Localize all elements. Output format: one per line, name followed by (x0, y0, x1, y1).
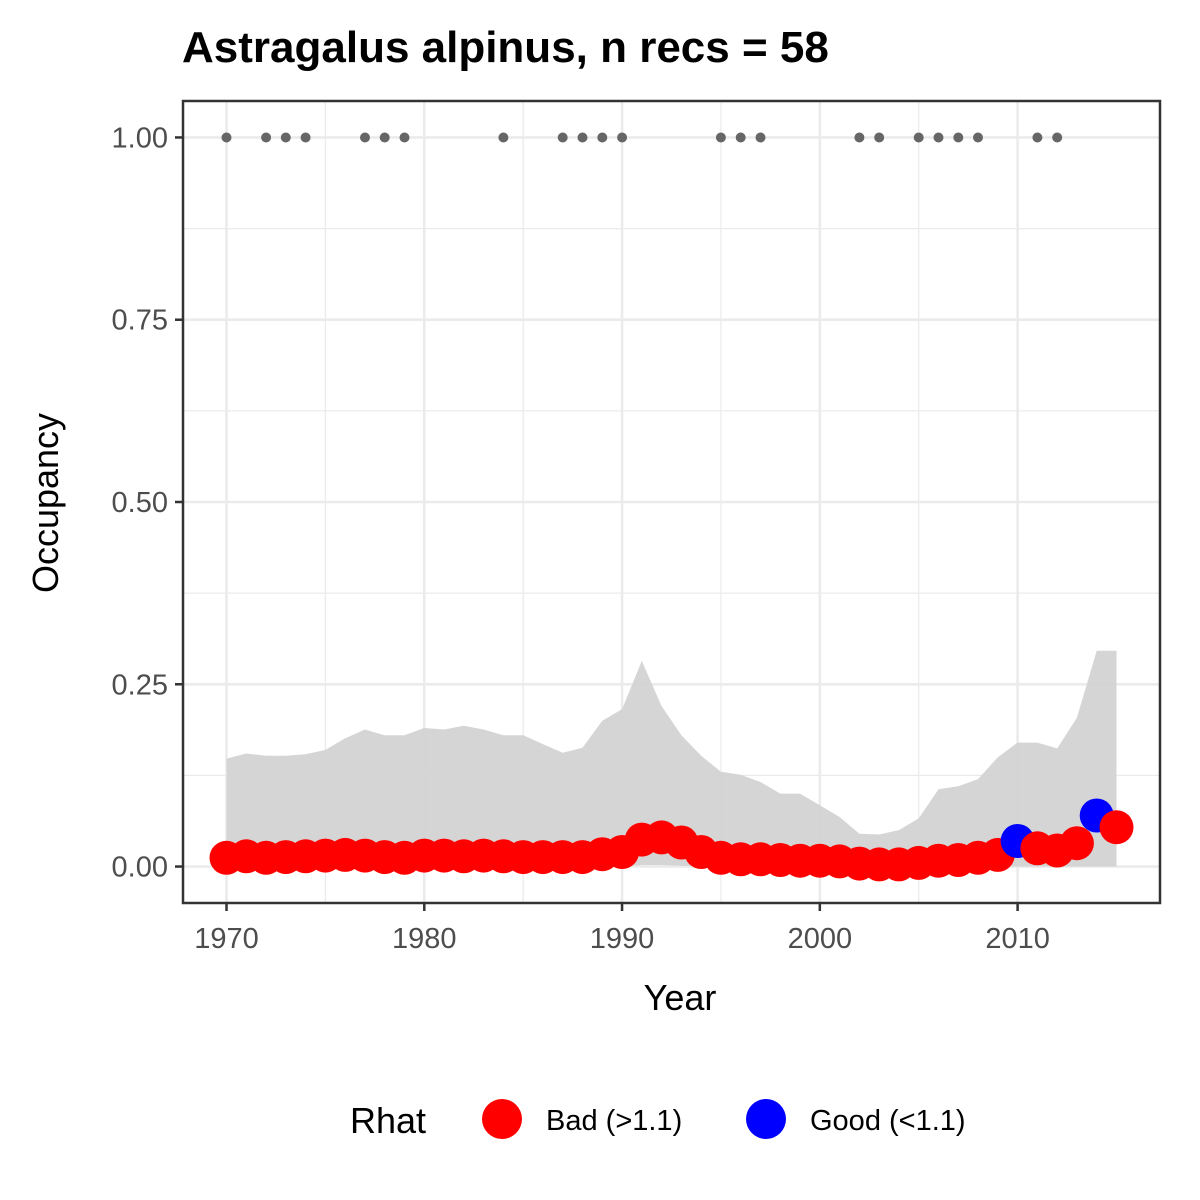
credible-interval-ribbon (226, 650, 1117, 867)
legend: Rhat Bad (>1.1) Good (<1.1) (350, 1099, 966, 1141)
occupancy-point-bad (1059, 826, 1094, 861)
occupancy-points (209, 798, 1134, 882)
record-dot (399, 132, 410, 143)
legend-key-good (746, 1099, 786, 1139)
credible-interval-area (226, 650, 1117, 867)
y-axis-title: Occupancy (25, 413, 66, 593)
y-tick-label: 0.75 (112, 305, 168, 337)
record-dot (735, 132, 746, 143)
x-tick-label: 2000 (788, 923, 853, 955)
record-dot (221, 132, 232, 143)
legend-label-bad: Bad (>1.1) (546, 1105, 682, 1137)
record-dot (715, 132, 726, 143)
chart-title: Astragalus alpinus, n recs = 58 (182, 23, 829, 72)
record-dot (498, 132, 509, 143)
record-dot (577, 132, 588, 143)
x-axis-title: Year (644, 977, 717, 1018)
record-dot (360, 132, 370, 143)
record-dot (1052, 132, 1063, 143)
y-tick-label: 0.25 (112, 669, 168, 701)
y-tick-label: 0.00 (112, 852, 168, 884)
record-dot (557, 132, 568, 143)
record-dot (933, 132, 944, 143)
record-dot (261, 132, 272, 143)
record-dot (874, 132, 885, 143)
legend-title: Rhat (350, 1100, 426, 1141)
x-tick-label: 1980 (392, 923, 457, 955)
record-dot (913, 132, 924, 143)
record-dot (973, 132, 983, 143)
y-tick-label: 1.00 (112, 122, 168, 154)
occupancy-point-bad (1099, 810, 1134, 845)
record-dot (1032, 132, 1043, 143)
axes: 1970 1980 1990 2000 2010 0.00 0.25 0.50 0.75 1.00 (112, 122, 1050, 955)
record-dot (854, 132, 865, 143)
record-dot (280, 132, 291, 143)
legend-key-bad (482, 1099, 522, 1139)
record-dot (597, 132, 608, 143)
x-tick-label: 1990 (590, 923, 655, 955)
legend-label-good: Good (<1.1) (810, 1105, 966, 1137)
record-dots (221, 132, 1063, 143)
x-tick-label: 1970 (194, 923, 259, 955)
y-tick-label: 0.50 (112, 487, 168, 519)
record-dot (379, 132, 390, 143)
record-dot (755, 132, 766, 143)
record-dot (953, 132, 964, 143)
record-dot (617, 132, 628, 143)
record-dot (300, 132, 311, 143)
x-tick-label: 2010 (985, 923, 1050, 955)
